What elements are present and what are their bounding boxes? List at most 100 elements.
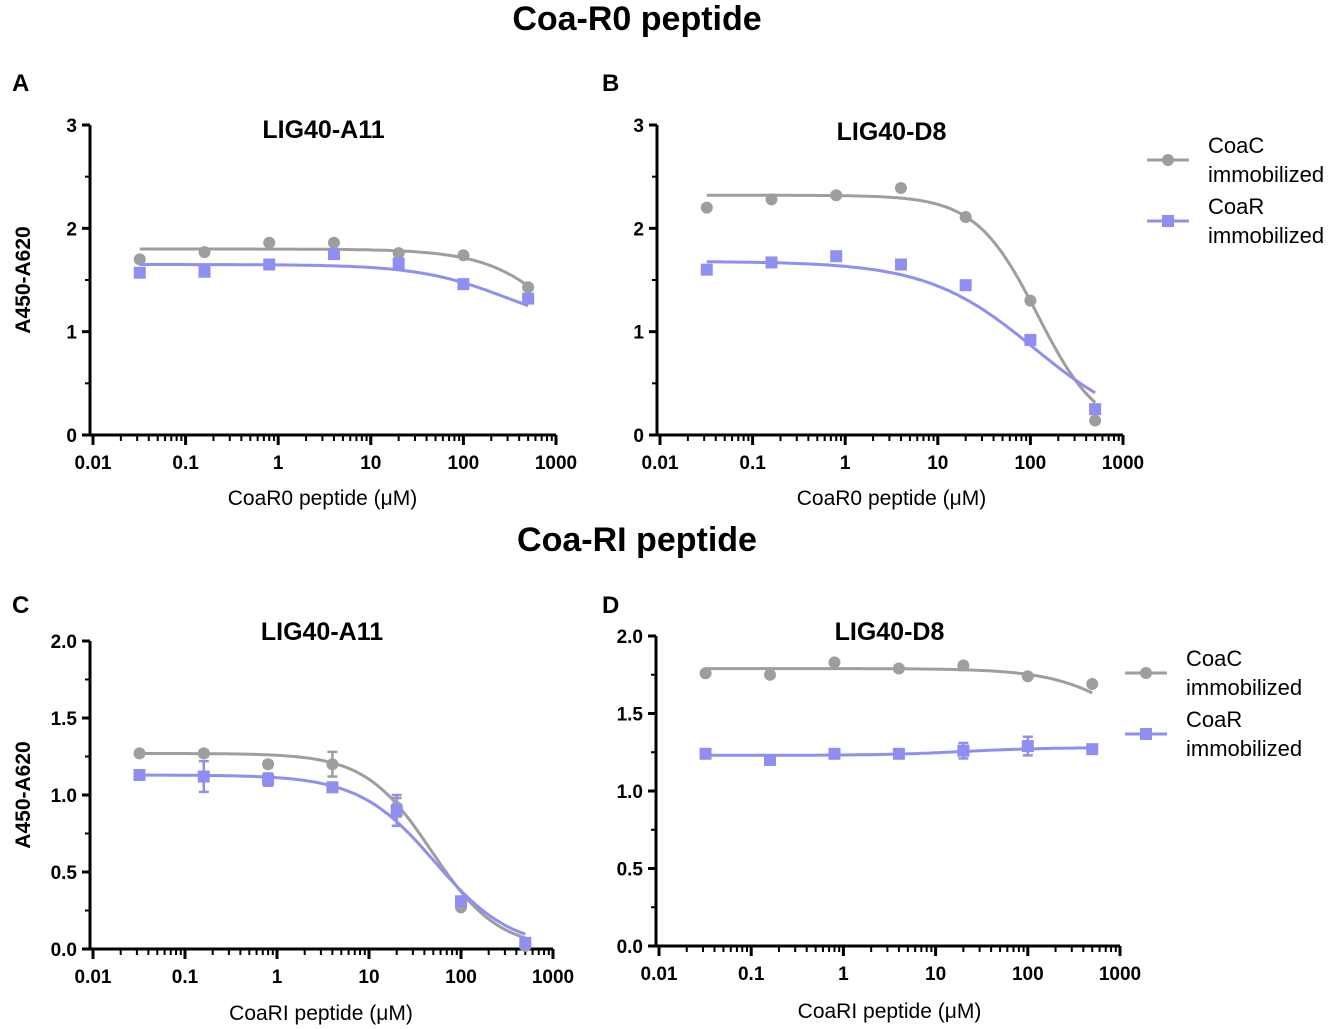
- data-point: [263, 236, 276, 249]
- data-point: [133, 768, 146, 781]
- x-tick-label: 100: [1012, 964, 1044, 985]
- y-tick-label: 2.0: [51, 632, 77, 653]
- data-point: [957, 659, 970, 672]
- data-point: [894, 258, 907, 271]
- legend-marker: [1162, 215, 1174, 227]
- legend-label: immobilized: [1186, 736, 1302, 761]
- data-point: [699, 667, 712, 680]
- y-tick-label: 0.5: [51, 863, 78, 884]
- chart-title: LIG40-A11: [262, 116, 384, 144]
- y-tick-label: 1.5: [51, 709, 78, 730]
- legend-label: immobilized: [1208, 223, 1324, 248]
- y-axis-label: A450-A620: [12, 741, 35, 848]
- data-point: [522, 292, 535, 305]
- data-point: [1021, 740, 1034, 753]
- x-tick-label: 10: [925, 964, 946, 985]
- data-point: [198, 246, 211, 259]
- series-coac: [133, 747, 532, 952]
- data-point: [764, 668, 777, 681]
- series-coar: [133, 759, 532, 949]
- x-tick-label: 0.1: [739, 453, 766, 474]
- y-tick-label: 3: [66, 116, 77, 137]
- data-point: [959, 210, 972, 223]
- data-point: [457, 249, 470, 262]
- series-coar: [700, 250, 1102, 416]
- y-axis-label: A450-A620: [12, 226, 35, 333]
- data-point: [326, 758, 339, 771]
- series-coar: [699, 735, 1099, 766]
- data-point: [959, 279, 972, 292]
- data-point: [133, 253, 146, 266]
- x-tick-label: 1: [838, 964, 849, 985]
- x-tick-label: 1: [273, 453, 284, 474]
- data-point: [392, 247, 405, 260]
- panel-label: A: [12, 70, 29, 97]
- data-point: [197, 770, 210, 783]
- data-point: [830, 250, 843, 263]
- chart-panel-b: B LIG40-D8 0 1 2 3 0.01 0.1 1 10 100 1000 CoaR0 pept…: [602, 70, 1324, 510]
- data-point: [455, 895, 467, 908]
- data-point: [828, 656, 841, 669]
- x-tick-label: 100: [1015, 453, 1047, 474]
- x-tick-label: 0.01: [641, 964, 678, 985]
- x-tick-label: 1000: [532, 967, 574, 988]
- x-tick-label: 10: [358, 967, 379, 988]
- data-point: [1021, 670, 1034, 683]
- data-point: [326, 781, 339, 794]
- y-tick-label: 1.0: [617, 782, 643, 803]
- legend-label: immobilized: [1208, 162, 1324, 187]
- x-tick-label: 1: [840, 453, 851, 474]
- data-point: [519, 936, 532, 949]
- x-tick-label: 0.1: [172, 967, 199, 988]
- section-title-bottom: Coa-RI peptide: [517, 521, 757, 559]
- data-point: [764, 754, 777, 766]
- chart-panel-c: C LIG40-A11 0.0 0.5 1.0 1.5 2.0 0.01 0.1 1 10 100 10…: [12, 592, 574, 1025]
- data-point: [830, 189, 843, 202]
- x-axis-label: CoaR0 peptide (μM): [228, 487, 418, 510]
- panel-label: D: [602, 592, 619, 619]
- x-tick-label: 10: [927, 453, 948, 474]
- x-axis-label: CoaRI peptide (μM): [798, 1000, 982, 1023]
- fit-curve: [706, 193, 1097, 404]
- y-tick-label: 2.0: [617, 627, 643, 648]
- chart-panel-a: A LIG40-A11 0 1 2 3 0.01 0.1 1 10 100 1000 CoaR0 pep…: [12, 70, 577, 510]
- x-tick-label: 0.01: [75, 967, 112, 988]
- y-tick-label: 0: [633, 426, 644, 447]
- data-point: [765, 256, 778, 269]
- x-tick-label: 1000: [535, 453, 577, 474]
- data-point: [262, 758, 275, 771]
- legend-label: immobilized: [1186, 675, 1302, 700]
- chart-title: LIG40-A11: [261, 618, 383, 646]
- y-tick-label: 1.0: [51, 786, 77, 807]
- y-tick-label: 1: [633, 323, 644, 344]
- data-point: [957, 744, 970, 757]
- data-point: [262, 773, 275, 786]
- data-point: [700, 201, 713, 214]
- chart-title: LIG40-D8: [835, 618, 945, 646]
- data-point: [522, 281, 535, 294]
- legend: CoaC immobilized CoaR immobilized: [1125, 646, 1302, 761]
- legend-label: CoaC: [1186, 646, 1242, 671]
- y-tick-label: 0.0: [51, 940, 77, 961]
- legend-marker: [1140, 667, 1152, 679]
- y-tick-label: 0: [66, 426, 77, 447]
- x-tick-label: 0.01: [642, 453, 679, 474]
- y-tick-label: 0.0: [617, 937, 643, 958]
- x-tick-label: 0.1: [738, 964, 765, 985]
- data-point: [263, 258, 276, 271]
- data-point: [197, 747, 210, 760]
- data-point: [1086, 743, 1099, 756]
- legend-label: CoaR: [1186, 707, 1242, 732]
- x-tick-label: 0.1: [172, 453, 199, 474]
- data-point: [327, 236, 340, 249]
- data-point: [133, 747, 146, 760]
- data-point: [392, 257, 405, 270]
- data-point: [892, 747, 905, 760]
- data-point: [1089, 403, 1102, 416]
- data-point: [133, 266, 146, 279]
- x-axis-label: CoaR0 peptide (μM): [797, 487, 987, 510]
- x-tick-label: 0.01: [75, 453, 112, 474]
- legend: CoaC immobilized CoaR immobilized: [1147, 133, 1324, 248]
